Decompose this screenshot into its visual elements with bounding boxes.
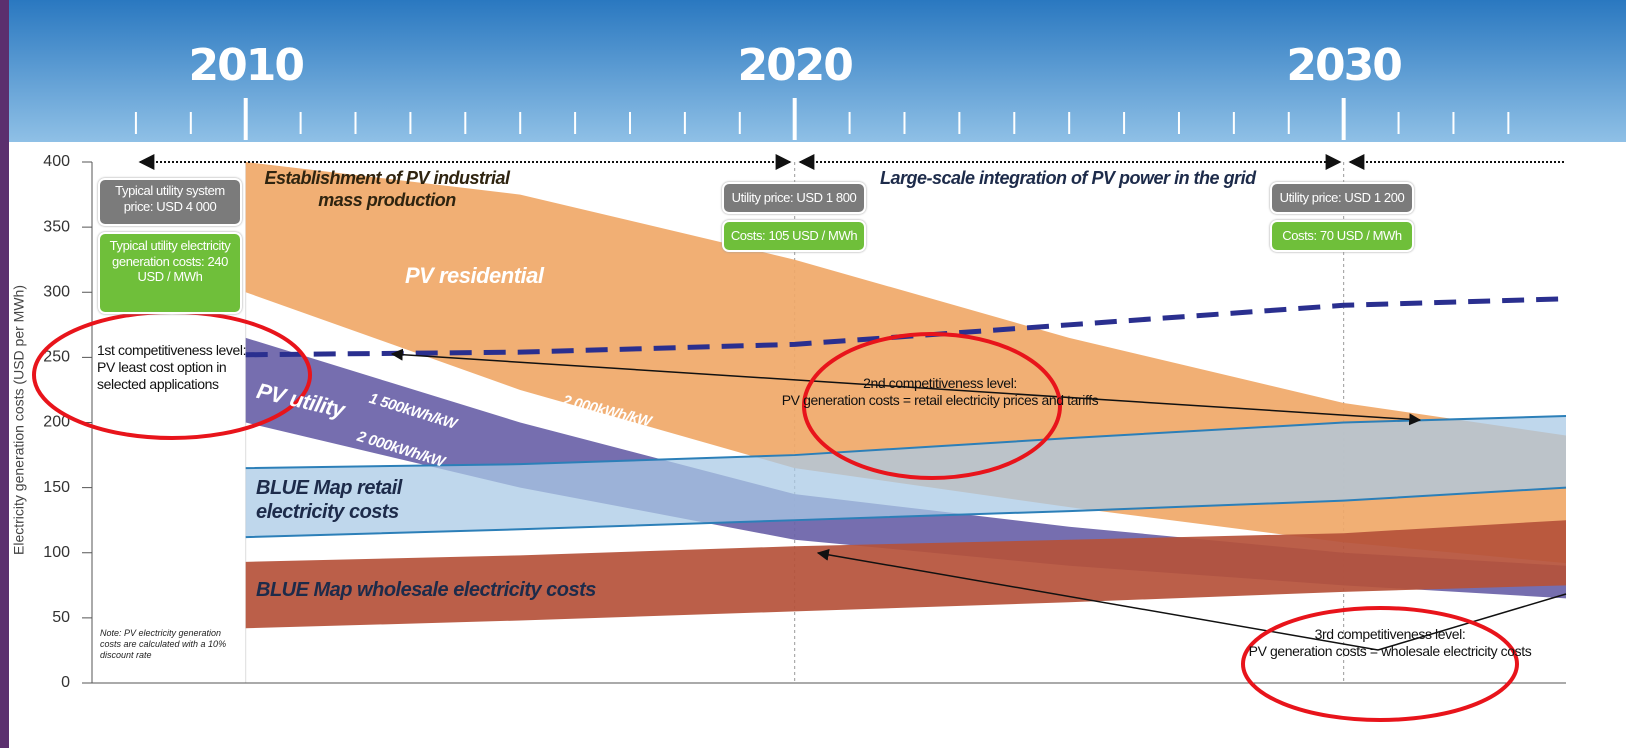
- level-text: PV generation costs = wholesale electric…: [1248, 642, 1532, 659]
- y-axis-label: Electricity generation costs (USD per MW…: [11, 285, 27, 555]
- competitiveness-level: 1st competitiveness level: PV least cost…: [97, 342, 247, 392]
- series-label: BLUE Map wholesale electricity costs: [256, 579, 596, 601]
- y-tick-label: 150: [43, 479, 70, 496]
- timeline-banner: [0, 0, 1626, 142]
- level-title: 2nd competitiveness level:: [863, 375, 1017, 391]
- series-label: BLUE Map retail electricity costs: [256, 477, 402, 523]
- y-tick-label: 250: [43, 349, 70, 366]
- period-label: Large-scale integration of PV power in t…: [880, 168, 1256, 188]
- y-tick-label: 100: [43, 544, 70, 561]
- highlight-ellipse: [1241, 606, 1519, 722]
- level-title: 3rd competitiveness level:: [1314, 626, 1466, 642]
- highlight-ellipse: [802, 332, 1062, 480]
- y-tick-label: 200: [43, 414, 70, 431]
- x-tick-label: 2020: [737, 40, 852, 91]
- level-arrow: [816, 548, 1567, 651]
- price-box: Utility price: USD 1 800: [722, 182, 866, 214]
- left-edge: [0, 0, 9, 748]
- band-edge: [245, 486, 1567, 539]
- level-text: PV generation costs = retail electricity…: [781, 391, 1099, 408]
- competitiveness-level: 2nd competitiveness level: PV generation …: [720, 375, 1160, 409]
- y-tick-label: 350: [43, 218, 70, 235]
- x-tick-label: 2030: [1286, 40, 1401, 91]
- y-tick-label: 400: [43, 153, 70, 170]
- series-label: PV residential: [405, 263, 544, 288]
- note: Note: PV electricity generation costs ar…: [100, 628, 227, 660]
- y-tick-label: 0: [61, 674, 70, 691]
- x-tick-label: 2010: [188, 40, 303, 91]
- cost-box: Typical utility electricity generation c…: [98, 232, 242, 314]
- y-tick-label: 300: [43, 283, 70, 300]
- price-box: Typical utility system price: USD 4 000: [98, 178, 242, 226]
- competitiveness-level: 3rd competitiveness level: PV generation …: [1200, 626, 1580, 660]
- price-box: Utility price: USD 1 200: [1270, 182, 1414, 214]
- cost-box: Costs: 105 USD / MWh: [722, 220, 866, 252]
- y-tick-label: 50: [52, 609, 70, 626]
- band-area: [245, 520, 1566, 629]
- cost-box: Costs: 70 USD / MWh: [1270, 220, 1414, 252]
- level-arrow: [390, 348, 1422, 426]
- period-label: Establishment of PV industrial mass prod…: [264, 168, 510, 210]
